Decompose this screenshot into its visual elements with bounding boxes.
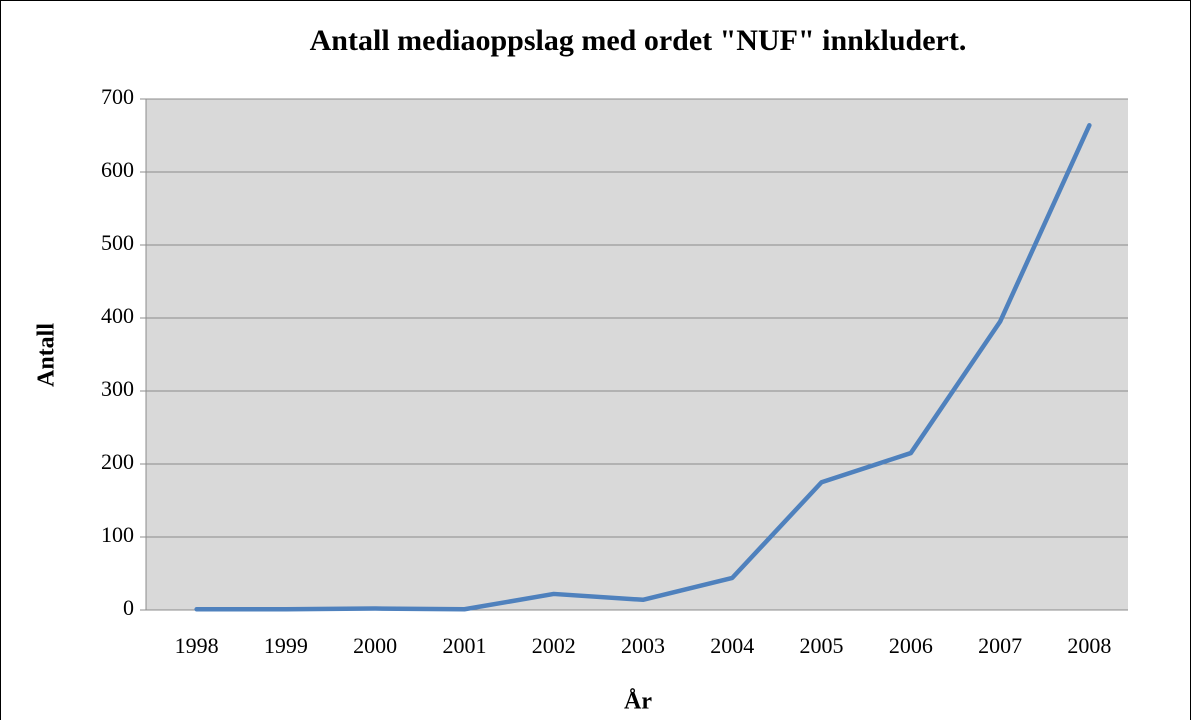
x-tick-label: 2006: [889, 633, 933, 658]
y-tick-label: 200: [101, 449, 134, 474]
y-tick-label: 500: [101, 230, 134, 255]
x-tick-label: 1999: [264, 633, 308, 658]
data-line: [194, 123, 1092, 612]
x-axis-label: År: [624, 689, 652, 715]
x-tick-label: 2008: [1067, 633, 1111, 658]
x-tick-label: 1998: [175, 633, 219, 658]
x-tick-label: 2002: [532, 633, 576, 658]
chart-title: Antall mediaoppslag med ordet "NUF" innk…: [310, 24, 967, 57]
x-tick-label: 2007: [978, 633, 1022, 658]
x-tick-label: 2000: [353, 633, 397, 658]
y-tick-label: 100: [101, 522, 134, 547]
x-tick-label: 2005: [800, 633, 844, 658]
plot-area: [146, 99, 1128, 610]
y-tick-label: 400: [101, 303, 134, 328]
y-axis-label: Antall: [34, 323, 60, 387]
y-tick-label: 600: [101, 157, 134, 182]
y-tick-label: 700: [101, 84, 134, 109]
y-tick-label: 0: [123, 595, 134, 620]
x-tick-label: 2001: [442, 633, 486, 658]
x-tick-label: 2004: [710, 633, 754, 658]
y-tick-label: 300: [101, 376, 134, 401]
x-tick-label: 2003: [621, 633, 665, 658]
